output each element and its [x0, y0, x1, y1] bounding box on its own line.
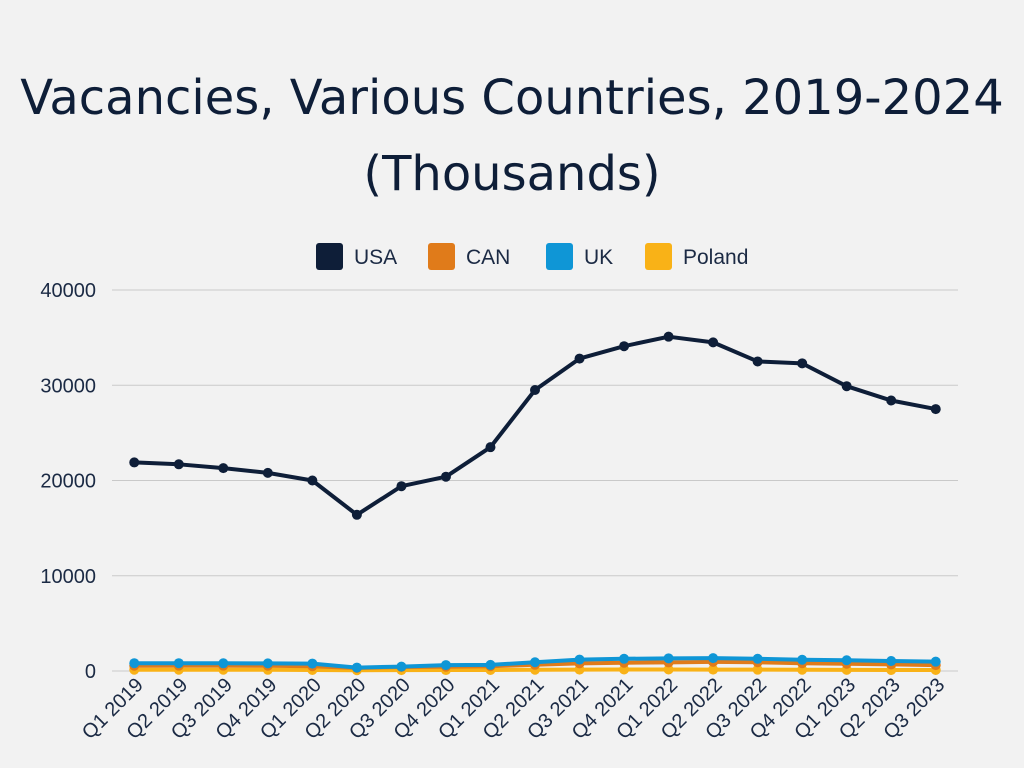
series-uk [129, 653, 941, 673]
y-tick-label: 30000 [40, 375, 96, 397]
data-point [262, 658, 273, 669]
data-point [930, 404, 941, 415]
data-point [218, 658, 229, 669]
data-point [307, 658, 318, 669]
data-point [663, 653, 674, 664]
data-point [708, 664, 719, 675]
data-point [440, 660, 451, 671]
series-line [132, 334, 938, 517]
data-point [351, 509, 362, 520]
data-point [351, 662, 362, 673]
legend-item-can: CAN [428, 243, 510, 270]
legend-swatch [546, 243, 573, 270]
data-point [396, 661, 407, 672]
data-point [129, 457, 140, 468]
legend-label: UK [584, 246, 613, 269]
chart-title-line-2: (Thousands) [363, 146, 661, 202]
data-point [173, 459, 184, 470]
data-point [886, 655, 897, 666]
data-point [663, 331, 674, 342]
data-point [396, 481, 407, 492]
data-point [530, 657, 540, 668]
data-point [797, 654, 808, 665]
legend-label: CAN [466, 246, 510, 269]
data-point [930, 656, 941, 667]
legend-item-poland: Poland [645, 243, 748, 270]
data-point [218, 463, 229, 474]
y-tick-label: 20000 [40, 471, 96, 493]
data-point [886, 395, 897, 406]
legend-swatch [316, 243, 343, 270]
legend: USA CAN UK Poland [316, 243, 748, 270]
data-point [485, 659, 496, 670]
legend-item-usa: USA [316, 243, 397, 270]
series-usa [129, 331, 941, 520]
chart-title-line-1: Vacancies, Various Countries, 2019-2024 [20, 70, 1004, 126]
data-point [708, 337, 719, 348]
data-point [752, 664, 763, 675]
data-point [663, 664, 674, 675]
data-point [129, 658, 140, 669]
data-point [841, 655, 852, 666]
legend-label: Poland [683, 246, 748, 269]
y-tick-label: 0 [85, 661, 96, 683]
data-point [530, 385, 540, 396]
data-point [752, 356, 763, 367]
data-point [485, 442, 496, 453]
data-point [752, 653, 763, 664]
data-point [262, 467, 273, 478]
legend-swatch [428, 243, 455, 270]
data-point [574, 654, 585, 665]
series-group [129, 331, 941, 676]
data-point [619, 653, 630, 664]
legend-swatch [645, 243, 672, 270]
data-point [307, 475, 318, 486]
legend-item-uk: UK [546, 243, 613, 270]
data-point [841, 381, 852, 392]
gridlines [112, 289, 958, 672]
data-point [708, 653, 719, 664]
data-point [619, 341, 630, 352]
data-point [173, 658, 184, 669]
data-point [797, 358, 808, 369]
legend-label: USA [354, 246, 397, 269]
data-point [574, 353, 585, 364]
y-tick-label: 40000 [40, 280, 96, 302]
y-tick-label: 10000 [40, 566, 96, 588]
data-point [440, 471, 451, 482]
chart-title: Vacancies, Various Countries, 2019-2024 … [0, 60, 1024, 212]
y-axis: 0 10000 20000 30000 40000 [40, 280, 96, 683]
